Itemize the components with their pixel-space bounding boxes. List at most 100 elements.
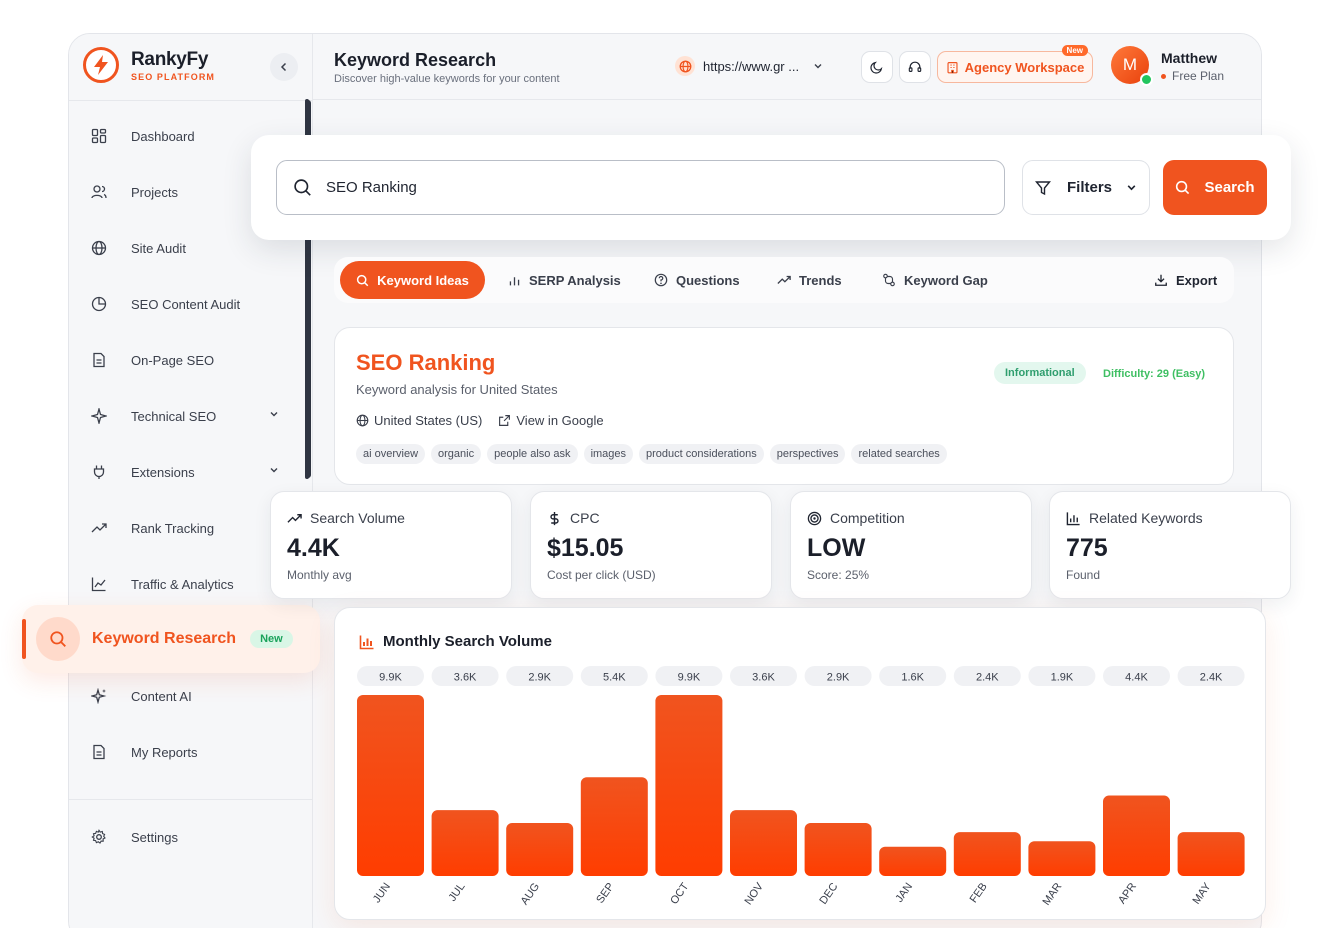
sidebar-item-on-page-seo[interactable]: On-Page SEO	[91, 340, 291, 380]
bar-value-label: 2.9K	[827, 672, 850, 684]
serp-feature-tag: perspectives	[769, 444, 846, 464]
sidebar-item-label: Technical SEO	[131, 408, 217, 424]
brand[interactable]: RankyFy SEO PLATFORM	[83, 47, 215, 83]
x-tick-label: MAR	[1041, 881, 1065, 908]
tab-keyword-ideas[interactable]: Keyword Ideas	[340, 261, 485, 299]
line-chart-icon	[91, 576, 119, 592]
bar-chart: 9.9K JUN 3.6K JUL 2.9K AUG 5.4K SEP 9.9K OCT 3.6K N…	[357, 666, 1245, 908]
users-icon	[91, 184, 119, 200]
new-badge: New	[250, 630, 293, 648]
bar-value-pill	[730, 666, 797, 686]
metric-label: Related Keywords	[1089, 510, 1203, 526]
agency-workspace-label: Agency Workspace	[964, 59, 1085, 75]
search-button[interactable]: Search	[1163, 160, 1267, 215]
website-selector[interactable]: https://www.gr ...	[675, 56, 823, 76]
x-tick-label: APR	[1116, 881, 1139, 906]
agency-workspace-button[interactable]: Agency Workspace New	[937, 45, 1093, 83]
search-icon	[1176, 180, 1190, 195]
bar-may[interactable]	[1177, 832, 1245, 876]
bar-jan[interactable]	[879, 846, 947, 876]
bar-value-label: 3.6K	[454, 672, 477, 684]
tab-keyword-gap[interactable]: Keyword Gap	[882, 261, 988, 299]
bar-value-label: 9.9K	[379, 672, 402, 684]
location-text: United States (US)	[374, 413, 483, 428]
sidebar-item-settings[interactable]: Settings	[91, 817, 291, 857]
export-button[interactable]: Export	[1154, 261, 1217, 299]
x-tick-label: SEP	[594, 881, 616, 906]
lightning-logo-icon	[83, 47, 119, 83]
divider	[69, 799, 313, 800]
sidebar-item-dashboard[interactable]: Dashboard	[91, 116, 291, 156]
tab-label: SERP Analysis	[529, 272, 621, 288]
metric-note: Found	[1066, 568, 1101, 582]
page-subtitle: Discover high-value keywords for your co…	[334, 73, 560, 85]
export-label: Export	[1176, 272, 1218, 288]
new-badge: New	[1061, 45, 1088, 56]
difficulty-badge: Difficulty: 29 (Easy)	[1103, 368, 1206, 380]
tab-questions[interactable]: Questions	[654, 261, 740, 299]
sidebar-item-seo-content-audit[interactable]: SEO Content Audit	[91, 284, 291, 324]
document-icon	[91, 744, 119, 760]
sidebar-item-label: Projects	[131, 184, 178, 200]
metric-note: Cost per click (USD)	[547, 568, 656, 582]
main-scrollbar[interactable]	[305, 100, 311, 478]
sidebar-item-label: My Reports	[131, 744, 198, 760]
bar-value-pill	[1177, 666, 1245, 686]
bar-value-label: 4.4K	[1125, 672, 1148, 684]
bar-mar[interactable]	[1028, 841, 1096, 876]
avatar[interactable]: M	[1111, 46, 1153, 86]
bar-feb[interactable]	[953, 832, 1021, 876]
sparkle-icon	[91, 408, 119, 424]
tab-label: Keyword Ideas	[377, 272, 469, 288]
tab-trends[interactable]: Trends	[777, 261, 842, 299]
bar-value-pill	[506, 666, 574, 686]
sidebar-item-keyword-research[interactable]: Keyword Research New	[22, 605, 320, 673]
sidebar-item-content-ai[interactable]: Content AI	[91, 676, 291, 716]
keyword-search-input[interactable]: SEO Ranking	[276, 160, 1005, 215]
bar-value-pill	[357, 666, 424, 686]
sidebar-item-label: Site Audit	[131, 240, 186, 256]
chevron-down-icon	[270, 412, 278, 417]
keyword-subtitle: Keyword analysis for United States	[356, 382, 558, 397]
sidebar-item-traffic-analytics[interactable]: Traffic & Analytics	[91, 564, 291, 604]
bar-value-pill	[879, 666, 947, 686]
bar-apr[interactable]	[1103, 795, 1170, 876]
gear-icon	[91, 829, 119, 845]
globe-icon	[91, 240, 119, 256]
bar-sep[interactable]	[580, 777, 648, 876]
filters-button[interactable]: Filters	[1022, 160, 1150, 215]
view-in-google-link[interactable]: View in Google	[498, 413, 604, 428]
topbar: Keyword Research Discover high-value key…	[313, 34, 1261, 100]
bar-value-label: 1.9K	[1051, 672, 1074, 684]
bar-aug[interactable]	[506, 822, 574, 876]
metric-value: $15.05	[547, 534, 624, 562]
bar-dec[interactable]	[804, 822, 872, 876]
bar-value-pill	[953, 666, 1021, 686]
sidebar-item-rank-tracking[interactable]: Rank Tracking	[91, 508, 291, 548]
bar-jul[interactable]	[431, 810, 499, 876]
metric-card-related-keywords: Related Keywords 775 Found	[1049, 491, 1291, 599]
brand-name: RankyFy	[131, 48, 209, 70]
serp-feature-tag: images	[583, 444, 634, 464]
bar-nov[interactable]	[730, 810, 797, 876]
serp-feature-tag: ai overview	[356, 444, 426, 464]
avatar-initial: M	[1122, 55, 1138, 74]
sidebar-item-extensions[interactable]: Extensions	[91, 452, 291, 492]
sparkle-icon	[91, 688, 119, 704]
bar-oct[interactable]	[655, 695, 723, 876]
metric-label: CPC	[570, 510, 600, 526]
sidebar-item-site-audit[interactable]: Site Audit	[91, 228, 291, 268]
support-button[interactable]	[899, 51, 931, 83]
theme-toggle-button[interactable]	[861, 51, 893, 83]
chart-title-row: Monthly Search Volume	[359, 633, 552, 650]
sidebar-item-technical-seo[interactable]: Technical SEO	[91, 396, 291, 436]
bar-jun[interactable]	[357, 695, 424, 876]
tab-label: Questions	[676, 272, 740, 288]
chart-title: Monthly Search Volume	[383, 633, 552, 650]
tab-serp-analysis[interactable]: SERP Analysis	[508, 261, 621, 299]
help-circle-icon	[654, 273, 668, 287]
sidebar-item-projects[interactable]: Projects	[91, 172, 291, 212]
collapse-sidebar-button[interactable]	[270, 53, 298, 81]
keyword-overview-card: SEO Ranking Keyword analysis for United …	[334, 327, 1234, 485]
sidebar-item-my-reports[interactable]: My Reports	[91, 732, 291, 772]
